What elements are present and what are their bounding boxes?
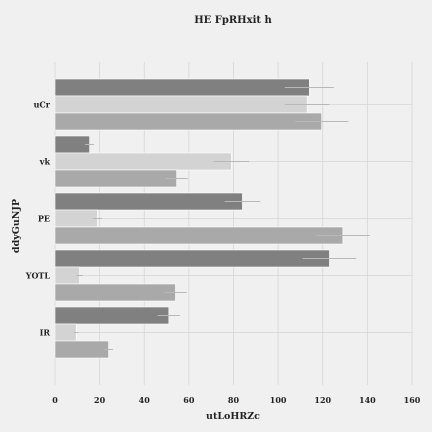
- x-tick-label: 40: [139, 395, 151, 405]
- y-tick-label: vk: [39, 157, 51, 167]
- y-axis-label: ddyGuNJP: [11, 199, 22, 253]
- bar: [54, 95, 308, 114]
- bar: [54, 323, 77, 342]
- bar: [54, 306, 170, 325]
- x-tick-label: 140: [359, 395, 376, 405]
- x-tick-label: 60: [183, 395, 195, 405]
- x-ticks: 0 20 40 60 80 100 120 140 160: [52, 395, 421, 405]
- x-tick-label: 120: [314, 395, 331, 405]
- x-tick-label: 160: [404, 395, 421, 405]
- x-tick-label: 0: [52, 395, 58, 405]
- bar: [54, 249, 330, 268]
- x-tick-label: 20: [94, 395, 106, 405]
- y-tick-label: PE: [38, 214, 50, 224]
- x-axis-label: utLoHRZc: [206, 411, 260, 422]
- bar: [54, 209, 98, 228]
- y-tick-label: IR: [40, 328, 51, 338]
- error-bars: [73, 87, 370, 350]
- chart-title: HE FpRHxit h: [194, 15, 272, 26]
- y-tick-label: YOTL: [25, 271, 51, 281]
- bar: [54, 340, 109, 359]
- x-tick-label: 80: [228, 395, 240, 405]
- bar: [54, 169, 177, 188]
- bar: [54, 78, 310, 97]
- y-ticks: uCr vk PE YOTL IR: [25, 100, 51, 338]
- bar: [54, 226, 344, 245]
- x-tick-label: 100: [270, 395, 287, 405]
- bar: [54, 152, 232, 171]
- bar: [54, 266, 80, 285]
- bar: [54, 283, 176, 302]
- y-tick-label: uCr: [34, 100, 51, 110]
- bar: [54, 135, 90, 154]
- bars: [54, 78, 344, 359]
- bar: [54, 192, 243, 211]
- bar: [54, 112, 322, 131]
